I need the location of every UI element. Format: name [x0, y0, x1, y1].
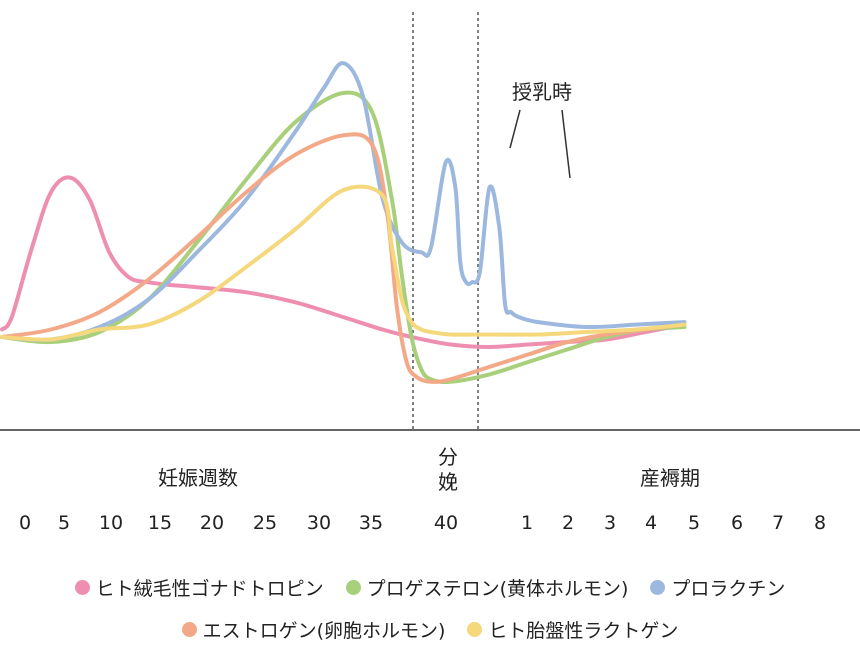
x-tick-week-0: 0 — [19, 512, 31, 534]
annotation-nursing: 授乳時 — [512, 80, 572, 104]
series-line-estrogen — [0, 132, 687, 384]
x-tick-week-35: 35 — [359, 512, 383, 534]
legend-item-hcg: ヒト絨毛性ゴナドトロピン — [74, 574, 324, 601]
x-tick-postpartum-2: 2 — [562, 512, 574, 534]
annotation-leader-2 — [561, 109, 571, 179]
x-tick-postpartum-4: 4 — [645, 512, 657, 534]
x-tick-labels: 0 5 10 15 20 25 30 35 40 1 2 3 4 5 6 7 8 — [19, 512, 826, 534]
legend-label-estrogen: エストロゲン(卵胞ホルモン) — [202, 620, 446, 642]
legend-item-prolactin: プロラクチン — [650, 574, 785, 601]
series-line-hpl — [0, 184, 687, 342]
section-label-delivery: 分娩 — [438, 445, 458, 494]
legend-swatch-estrogen — [181, 622, 197, 637]
legend-item-estrogen: エストロゲン(卵胞ホルモン) — [181, 616, 446, 643]
legend-label-prolactin: プロラクチン — [671, 578, 786, 600]
x-tick-postpartum-6: 6 — [731, 512, 743, 534]
x-tick-week-20: 20 — [200, 512, 224, 534]
x-tick-postpartum-7: 7 — [772, 512, 784, 534]
legend-label-progesterone: プロゲステロン(黄体ホルモン) — [366, 578, 629, 600]
x-tick-week-25: 25 — [253, 512, 277, 534]
x-tick-week-40: 40 — [434, 512, 458, 534]
x-tick-postpartum-8: 8 — [814, 512, 826, 534]
legend-label-hcg: ヒト絨毛性ゴナドトロピン — [95, 578, 324, 600]
series-line-hcg — [0, 175, 687, 349]
annotation-leader-1 — [509, 109, 521, 149]
legend-item-progesterone: プロゲステロン(黄体ホルモン) — [345, 574, 629, 601]
legend-row-1: ヒト絨毛性ゴナドトロピン プロゲステロン(黄体ホルモン) プロラクチン — [0, 574, 860, 601]
x-tick-postpartum-3: 3 — [604, 512, 616, 534]
section-label-pregnancy: 妊娠週数 — [158, 466, 238, 490]
legend-row-2: エストロゲン(卵胞ホルモン) ヒト胎盤性ラクトゲン — [0, 616, 860, 643]
legend-swatch-hcg — [74, 580, 90, 595]
legend-label-hpl: ヒト胎盤性ラクトゲン — [488, 620, 679, 642]
legend-swatch-hpl — [467, 622, 483, 637]
annotation-leaders — [509, 109, 571, 179]
legend-item-hpl: ヒト胎盤性ラクトゲン — [467, 616, 678, 643]
series-line-prolactin — [0, 61, 687, 342]
series-lines — [0, 61, 687, 385]
x-tick-postpartum-5: 5 — [688, 512, 700, 534]
x-tick-week-15: 15 — [148, 512, 172, 534]
series-line-progesterone — [0, 90, 687, 385]
x-tick-postpartum-1: 1 — [521, 512, 533, 534]
x-tick-week-5: 5 — [58, 512, 70, 534]
x-tick-week-10: 10 — [99, 512, 123, 534]
x-tick-week-30: 30 — [307, 512, 331, 534]
legend-swatch-progesterone — [345, 580, 361, 595]
legend-swatch-prolactin — [650, 580, 666, 595]
delivery-dividers — [412, 12, 479, 430]
section-label-postpartum: 産褥期 — [640, 466, 700, 490]
